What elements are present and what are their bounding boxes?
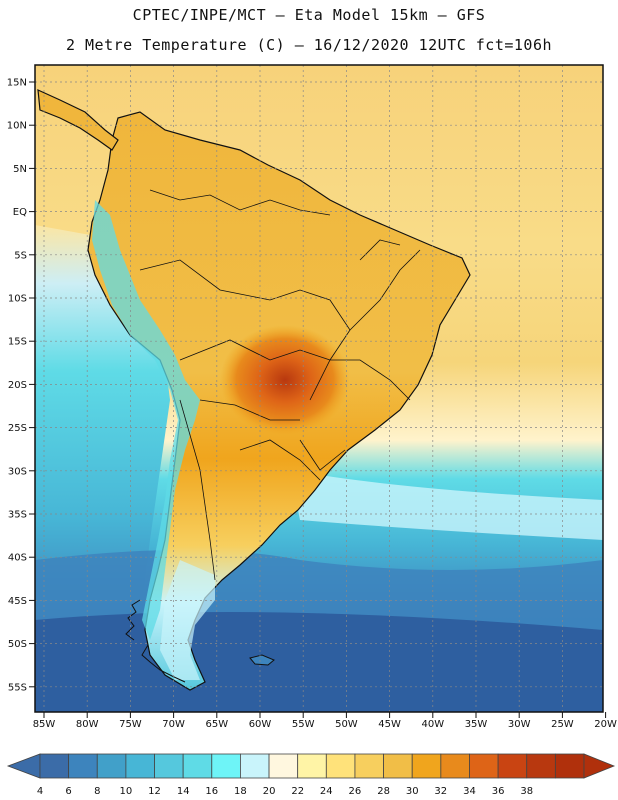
longitude-label: 45W (378, 719, 401, 730)
longitude-label: 65W (205, 719, 228, 730)
colorbar-swatch (240, 753, 270, 779)
map-title-line2: 2 Metre Temperature (C) – 16/12/2020 12U… (65, 36, 553, 54)
colorbar-label: 38 (520, 786, 533, 797)
longitude-label: 55W (292, 719, 315, 730)
longitude-label: 85W (33, 719, 56, 730)
longitude-label: 25W (551, 719, 574, 730)
colorbar-label: 10 (120, 786, 133, 797)
colorbar-swatch (268, 753, 299, 779)
colorbar-label: 30 (406, 786, 419, 797)
latitude-label: 10N (7, 121, 27, 132)
map-plot-area (35, 65, 603, 712)
colorbar-label: 6 (65, 786, 71, 797)
latitude-label: 15S (8, 337, 27, 348)
colorbar-swatch (182, 753, 213, 779)
longitude-label: 50W (335, 719, 358, 730)
longitude-label: 75W (119, 719, 142, 730)
colorbar-label: 12 (148, 786, 161, 797)
colorbar-label: 36 (492, 786, 505, 797)
longitude-label: 80W (76, 719, 99, 730)
colorbar-swatch (125, 753, 155, 779)
latitude-axis: 15N 10N 5N EQ 5S 10S 15S 20S 25S 30S 35S 40S 45S 50S 5… (7, 78, 35, 693)
colorbar-label: 24 (320, 786, 333, 797)
colorbar-swatch (211, 753, 241, 779)
latitude-label: EQ (13, 207, 27, 218)
map-title-line1: CPTEC/INPE/MCT – Eta Model 15km – GFS (132, 6, 486, 24)
latitude-label: 5S (14, 250, 27, 261)
colorbar-label: 4 (37, 786, 43, 797)
latitude-label: 45S (8, 596, 27, 607)
colorbar-swatch (383, 753, 413, 779)
latitude-label: 25S (8, 423, 27, 434)
latitude-label: 50S (8, 639, 27, 650)
colorbar-swatch (354, 753, 384, 779)
andes-cool-ridge (92, 200, 200, 640)
latitude-label: 15N (7, 78, 27, 89)
temperature-colorbar: 4 6 8 10 12 14 16 18 20 22 24 26 28 30 32 34 36 38 (6, 753, 616, 797)
colorbar-swatch (39, 753, 70, 779)
colorbar-label: 18 (234, 786, 247, 797)
colorbar-max-arrow (583, 753, 616, 779)
colorbar-swatch (325, 753, 356, 779)
chile-coastline-islands (125, 599, 186, 683)
colorbar-label: 22 (291, 786, 304, 797)
latitude-label: 20S (8, 380, 27, 391)
latitude-label: 30S (8, 466, 27, 477)
colorbar-swatch (526, 753, 556, 779)
colorbar-label: 14 (177, 786, 190, 797)
colorbar-min-arrow (6, 753, 41, 779)
frontal-cool-band (290, 470, 603, 540)
map-frame (34, 64, 604, 713)
country-borders (139, 189, 421, 581)
colorbar-swatch (440, 753, 470, 779)
colorbar-swatch (96, 753, 127, 779)
colorbar-swatch (68, 753, 98, 779)
longitude-label: 70W (162, 719, 185, 730)
longitude-label: 35W (465, 719, 488, 730)
latitude-label: 10S (8, 294, 27, 305)
colorbar-swatch (154, 753, 184, 779)
colorbar-label: 26 (349, 786, 362, 797)
latitude-label: 55S (8, 682, 27, 693)
colorbar-label: 20 (263, 786, 276, 797)
latitude-label: 35S (8, 510, 27, 521)
latitude-label: 40S (8, 553, 27, 564)
colorbar-label: 34 (463, 786, 476, 797)
southern-coldest-band (35, 612, 603, 712)
longitude-axis: 85W 80W 75W 70W 65W 60W 55W 50W 45W 40W 35W 30W 25W 2… (33, 712, 617, 730)
heat-maximum-region (220, 325, 350, 435)
latitude-label: 5N (13, 164, 27, 175)
colorbar-label: 28 (377, 786, 390, 797)
longitude-label: 30W (508, 719, 531, 730)
colorbar-label: 16 (205, 786, 218, 797)
colorbar-swatch (554, 753, 585, 779)
colorbar-label: 32 (434, 786, 447, 797)
colorbar-swatch (297, 753, 327, 779)
colorbar-swatch (497, 753, 528, 779)
central-america-landmass (37, 89, 119, 151)
colorbar-swatch (469, 753, 499, 779)
colorbar-swatch (411, 753, 442, 779)
longitude-label: 20W (594, 719, 617, 730)
colorbar-label: 8 (94, 786, 100, 797)
longitude-label: 40W (421, 719, 444, 730)
longitude-label: 60W (249, 719, 272, 730)
